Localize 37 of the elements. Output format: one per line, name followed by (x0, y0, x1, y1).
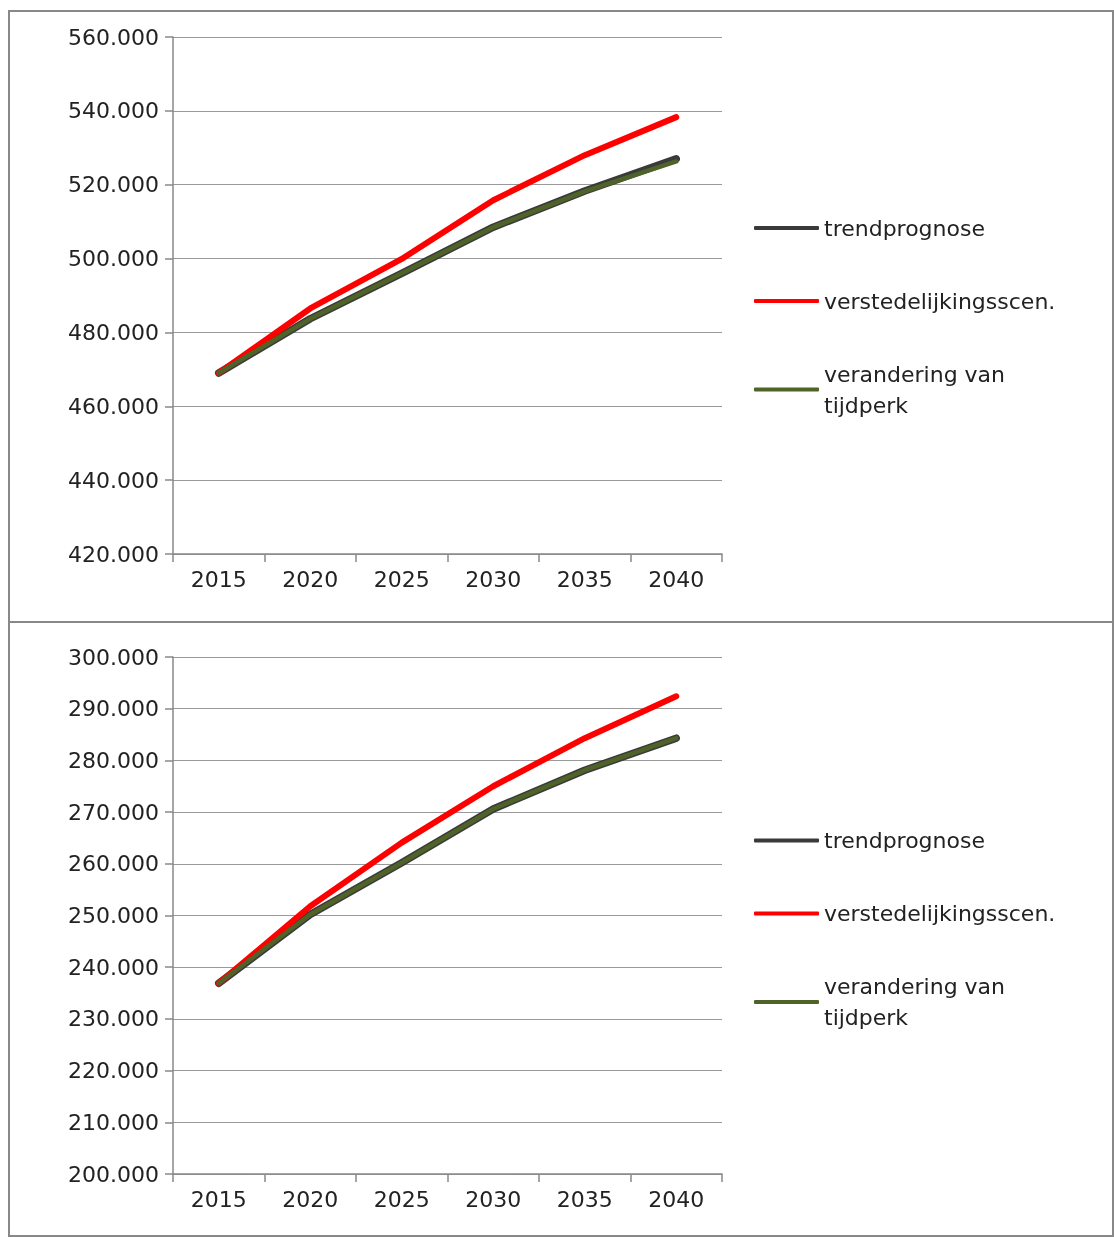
y-tick-label: 520.000 (68, 172, 159, 198)
x-tick-label: 2025 (373, 1186, 430, 1212)
x-tick-label: 2020 (282, 566, 339, 592)
y-tick-label: 440.000 (68, 467, 159, 493)
y-tick-label: 540.000 (68, 98, 159, 124)
y-tick-label: 460.000 (68, 393, 159, 419)
legend-label: verstedelijkingsscen. (824, 288, 1056, 314)
legend-label: verstedelijkingsscen. (824, 901, 1056, 926)
y-tick-label: 200.000 (68, 1161, 159, 1187)
y-tick-label: 220.000 (68, 1058, 159, 1084)
y-tick-label: 290.000 (68, 696, 159, 722)
x-tick-label: 2030 (465, 1186, 522, 1212)
y-tick-label: 250.000 (68, 903, 159, 928)
x-tick-label: 2015 (190, 1186, 247, 1212)
y-tick-label: 210.000 (68, 1109, 159, 1135)
legend-label: trendprognose (824, 215, 985, 241)
y-tick-label: 500.000 (68, 246, 159, 272)
x-tick-label: 2015 (190, 566, 247, 592)
x-tick-label: 2020 (282, 1186, 339, 1212)
y-tick-label: 270.000 (68, 799, 159, 825)
y-tick-label: 240.000 (68, 954, 159, 980)
legend-label: verandering van tijdperk (824, 361, 1013, 418)
y-tick-label: 300.000 (68, 644, 159, 670)
y-tick-label: 420.000 (68, 541, 159, 567)
x-tick-label: 2035 (556, 1186, 613, 1212)
y-tick-label: 260.000 (68, 851, 159, 877)
x-tick-label: 2035 (556, 566, 613, 592)
legend-label: trendprognose (824, 828, 985, 853)
y-tick-label: 560.000 (68, 24, 159, 50)
y-tick-label: 480.000 (68, 319, 159, 345)
x-tick-label: 2040 (648, 566, 705, 592)
y-tick-label: 230.000 (68, 1006, 159, 1032)
legend-label: verandering van tijdperk (824, 974, 1013, 1030)
x-tick-label: 2040 (648, 1186, 705, 1212)
y-tick-label: 280.000 (68, 747, 159, 773)
x-tick-label: 2025 (373, 566, 430, 592)
x-tick-label: 2030 (465, 566, 522, 592)
